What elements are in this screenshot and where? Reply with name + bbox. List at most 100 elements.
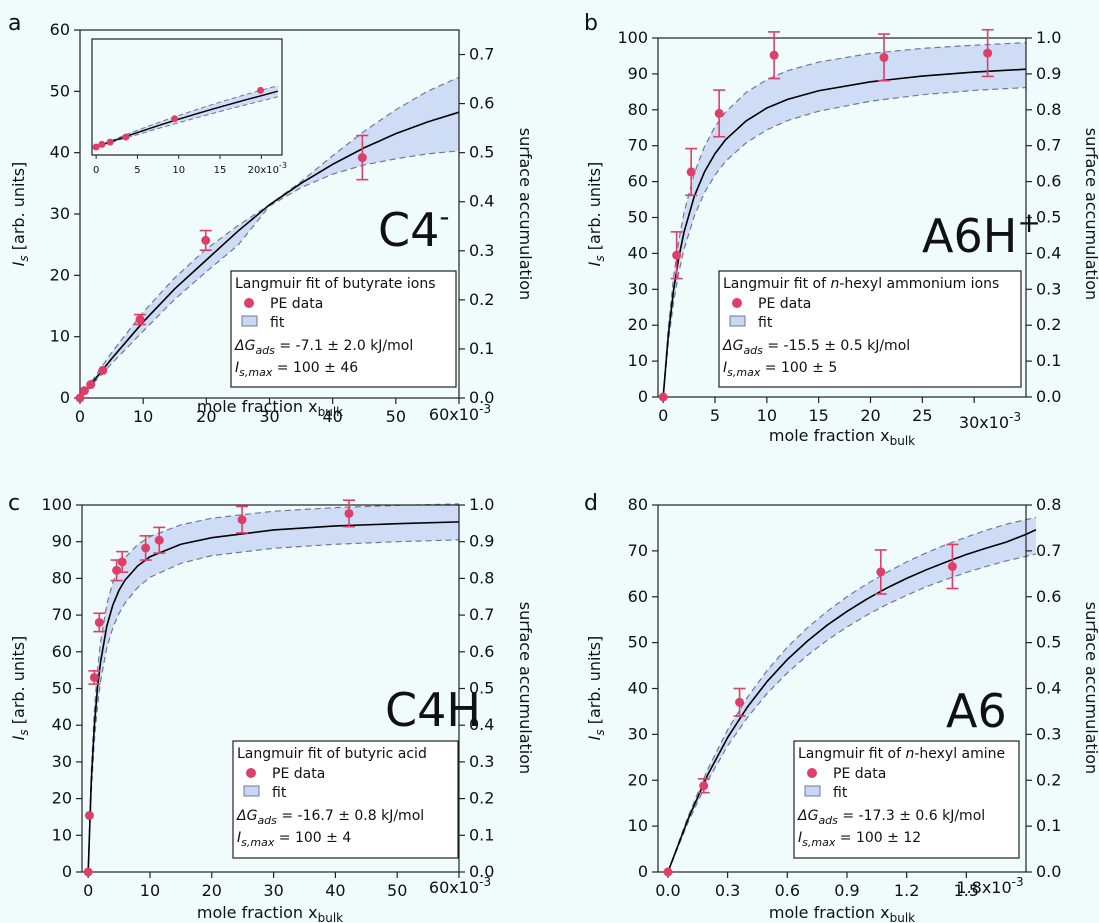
fit-line: [667, 529, 1037, 873]
data-point: [237, 515, 247, 525]
y-tick-label: 20: [628, 770, 648, 789]
y-tick-label: 40: [52, 715, 72, 734]
fit-band-upper: [667, 516, 1037, 873]
y2-tick-label: 0.1: [469, 825, 494, 844]
x-tick-label: 0: [658, 406, 668, 425]
y-axis-label: Is [arb. units]: [585, 636, 607, 741]
y-tick-label: 30: [52, 752, 72, 771]
legend: Langmuir fit of n-hexyl ammonium ions PE …: [718, 270, 1022, 388]
y-axis-label: Is [arb. units]: [9, 162, 31, 267]
legend-data-label: PE data: [833, 766, 886, 782]
x-tick-label: 30: [263, 881, 283, 900]
x-tick-label: 50: [387, 881, 407, 900]
x-tick-label: 1.2: [894, 881, 919, 900]
x-tick-label: 0: [83, 881, 93, 900]
legend-imax: Is,max = 100 ± 46: [235, 360, 358, 379]
y2-tick-label: 0.0: [1036, 387, 1061, 406]
y2-tick-label: 0.4: [469, 715, 494, 734]
fit-line: [87, 521, 460, 873]
y-tick-label: 80: [52, 568, 72, 587]
x-tick-label: 10: [140, 881, 160, 900]
inset-x-tick-label: 15: [214, 165, 227, 176]
y-tick-label: 100: [617, 28, 648, 47]
y2-tick-label: 1.0: [469, 495, 494, 514]
y-tick-label: 60: [50, 20, 70, 39]
inset-data-point: [106, 138, 114, 146]
y-tick-label: 0: [638, 387, 648, 406]
inset: 0 5 10 15 20x10-3: [91, 38, 287, 176]
x-tick-label: 20: [196, 407, 216, 426]
legend-delta-g: ΔGads = -7.1 ± 2.0 kJ/mol: [234, 338, 413, 357]
legend-marker-fit: [804, 785, 821, 797]
legend-marker-fit: [241, 315, 258, 327]
panel-tag: A6: [946, 684, 1007, 738]
fit-band-lower: [87, 539, 460, 873]
data-point: [947, 561, 957, 571]
y2-axis-label: surface accumulation: [516, 128, 535, 300]
y-tick-label: 40: [628, 679, 648, 698]
y2-tick-label: 0.0: [469, 862, 494, 881]
y2-tick-label: 0.5: [469, 143, 494, 162]
y2-tick-label: 0.2: [469, 789, 494, 808]
legend: Langmuir fit of n-hexyl amine PE data fit Δ…: [793, 740, 1020, 859]
y-tick-label: 20: [628, 315, 648, 334]
y2-tick-label: 0.6: [1036, 587, 1061, 606]
inset-x-tick-label: 10: [172, 165, 185, 176]
y-tick-label: 70: [628, 541, 648, 560]
x-tick-label: 10: [757, 406, 777, 425]
x-tick-label-exponent: 60x10-3: [429, 875, 491, 897]
legend-fit-label: fit: [270, 315, 285, 331]
fit-band-lower: [667, 553, 1037, 873]
fit-band: [667, 517, 1036, 872]
y-tick-label: 60: [52, 642, 72, 661]
y2-tick-label: 0.8: [469, 568, 494, 587]
panel-c: 01020304050607080901000.00.10.20.30.40.5…: [8, 491, 535, 923]
inset-data-point: [171, 115, 179, 123]
x-tick-label: 0.0: [655, 881, 680, 900]
y-tick-label: 90: [628, 64, 648, 83]
y2-tick-label: 0.5: [1036, 633, 1061, 652]
x-axis-label: mole fraction xbulk: [197, 397, 343, 419]
legend-box: [718, 270, 1022, 388]
legend-delta-g: ΔGads = -15.5 ± 0.5 kJ/mol: [722, 338, 910, 357]
y2-tick-label: 0.3: [469, 241, 494, 260]
legend-marker-fit: [729, 315, 746, 327]
y-tick-label: 50: [52, 679, 72, 698]
panel-tag: C4H: [385, 683, 481, 737]
data-point: [357, 153, 367, 163]
y-tick-label: 90: [52, 532, 72, 551]
x-tick-label: 30: [259, 407, 279, 426]
panel-tag: A6H+: [922, 206, 1041, 263]
fit-band-lower: [79, 150, 460, 399]
y-tick-label: 20: [52, 789, 72, 808]
y-tick-label: 80: [628, 495, 648, 514]
y-tick-label: 30: [50, 204, 70, 223]
y2-tick-label: 0.7: [1036, 136, 1061, 155]
y2-tick-label: 0.8: [1036, 495, 1061, 514]
data-point: [876, 567, 886, 577]
x-axis-label: mole fraction xbulk: [197, 903, 343, 923]
inset-x-tick-label: 0: [93, 165, 99, 176]
data-point: [141, 543, 151, 553]
y-tick-label: 30: [628, 724, 648, 743]
panel-tag: C4-: [378, 200, 450, 257]
y-tick-label: 60: [628, 587, 648, 606]
x-tick-label: 0.6: [775, 881, 800, 900]
y-tick-label: 80: [628, 100, 648, 119]
y2-tick-label: 0.2: [469, 290, 494, 309]
legend-box: [793, 740, 1020, 859]
y2-tick-label: 0.1: [469, 339, 494, 358]
data-point: [79, 386, 89, 396]
panel-letter: d: [584, 491, 598, 516]
legend-marker-data: [807, 768, 817, 778]
fit-band: [88, 503, 459, 872]
y2-tick-label: 0.7: [469, 45, 494, 64]
x-tick-label-exponent: 60x10-3: [429, 402, 491, 424]
inset-data-point: [122, 133, 130, 141]
y2-tick-label: 0.9: [1036, 64, 1061, 83]
legend-imax: Is,max = 100 ± 5: [723, 360, 837, 379]
y2-axis-label: surface accumulation: [516, 602, 535, 774]
panel-letter: c: [8, 491, 20, 516]
y-tick-label: 60: [628, 172, 648, 191]
